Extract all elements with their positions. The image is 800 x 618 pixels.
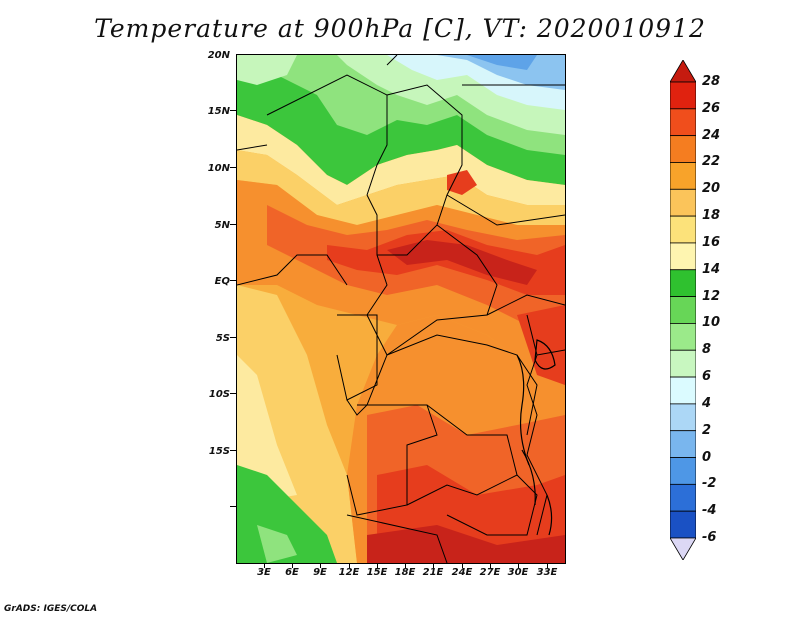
lat-label-5s: 5S xyxy=(215,333,230,344)
colorbar-label: 10 xyxy=(702,315,721,331)
lat-tick xyxy=(230,110,236,111)
temp-zone-dark-red-south xyxy=(367,525,565,563)
lon-tick xyxy=(349,563,350,568)
colorbar-label: 8 xyxy=(702,342,712,358)
colorbar-label: -4 xyxy=(702,503,717,519)
colorbar-segment xyxy=(670,457,696,485)
colorbar-label: 0 xyxy=(702,449,712,465)
lon-label-27e: 27E xyxy=(479,567,501,578)
lon-tick xyxy=(264,563,265,568)
lon-tick xyxy=(320,563,321,568)
colorbar-top-arrow xyxy=(670,60,696,83)
lon-tick xyxy=(518,563,519,568)
temp-zone-dark-red xyxy=(387,240,537,285)
colorbar-segment xyxy=(670,430,696,458)
colorbar-bottom-arrow xyxy=(670,537,696,560)
colorbar-segment xyxy=(670,215,696,244)
colorbar-label: 6 xyxy=(702,369,712,385)
lat-label-15n: 15N xyxy=(207,106,230,117)
lat-label-15s: 15S xyxy=(208,446,230,457)
lon-label-3e: 3E xyxy=(257,567,271,578)
temp-zone-red-hotspot xyxy=(447,170,477,195)
colorbar-label: 22 xyxy=(702,154,721,170)
temperature-map xyxy=(237,55,565,563)
lon-label-6e: 6E xyxy=(285,567,299,578)
colorbar-segment xyxy=(670,323,696,351)
temp-zone-pale-yellow-north xyxy=(237,115,565,205)
colorbar-segment xyxy=(670,349,696,378)
lon-label-15e: 15E xyxy=(366,567,388,578)
lon-tick xyxy=(547,563,548,568)
colorbar-segment xyxy=(670,135,696,163)
lat-tick xyxy=(230,167,236,168)
lon-label-30e: 30E xyxy=(507,567,529,578)
colorbar-label: 28 xyxy=(702,74,721,89)
lat-label-10n: 10N xyxy=(207,163,230,174)
colorbar-segment xyxy=(670,162,696,190)
colorbar-label: 24 xyxy=(702,127,721,143)
colorbar-segment xyxy=(670,403,696,432)
temp-zone-yellow-north xyxy=(237,150,565,225)
lon-tick xyxy=(405,563,406,568)
colorbar-segment xyxy=(670,108,696,137)
temp-zone-light-green-sw xyxy=(257,525,297,563)
colorbar-segment xyxy=(670,188,696,217)
lon-tick xyxy=(490,563,491,568)
colorbar-segment xyxy=(670,296,696,324)
footer-credit: GrADS: IGES/COLA xyxy=(4,604,98,614)
temp-zone-blue xyxy=(467,55,537,70)
colorbar-segment xyxy=(670,483,696,512)
temp-zone-pale-green-nw xyxy=(237,55,297,85)
colorbar-label: 14 xyxy=(702,261,721,277)
colorbar-label: 16 xyxy=(702,234,721,250)
lat-label-eq: EQ xyxy=(214,276,230,287)
lat-tick xyxy=(230,337,236,338)
lat-label-5n: 5N xyxy=(214,220,230,231)
colorbar xyxy=(670,60,696,560)
lon-label-33e: 33E xyxy=(536,567,558,578)
colorbar-segment xyxy=(670,510,696,539)
map-panel[interactable] xyxy=(236,54,566,564)
colorbar-label: -2 xyxy=(702,476,717,492)
lon-label-12e: 12E xyxy=(338,567,360,578)
colorbar-segments xyxy=(670,60,696,560)
colorbar-label: 2 xyxy=(702,422,712,438)
temp-zone-light-blue xyxy=(437,55,565,90)
lat-label-10s: 10S xyxy=(208,389,230,400)
lat-tick xyxy=(230,506,236,507)
lon-tick xyxy=(433,563,434,568)
lon-label-24e: 24E xyxy=(451,567,473,578)
colorbar-segment xyxy=(670,81,696,110)
lat-tick xyxy=(230,280,236,281)
lon-tick xyxy=(462,563,463,568)
colorbar-segment xyxy=(670,376,696,405)
lon-label-9e: 9E xyxy=(313,567,327,578)
lat-tick xyxy=(230,450,236,451)
temp-zone-pale-yellow-west xyxy=(237,355,297,505)
lat-tick xyxy=(230,224,236,225)
colorbar-label: 26 xyxy=(702,100,721,116)
colorbar-label: 18 xyxy=(702,208,721,224)
colorbar-segment xyxy=(670,242,696,271)
lon-label-18e: 18E xyxy=(394,567,416,578)
country-borders xyxy=(237,55,565,563)
colorbar-label: 4 xyxy=(702,395,712,411)
colorbar-label: 20 xyxy=(702,181,721,197)
colorbar-label: 12 xyxy=(702,288,721,304)
lon-label-21e: 21E xyxy=(422,567,444,578)
lon-tick xyxy=(377,563,378,568)
colorbar-label: -6 xyxy=(702,530,717,545)
chart-title: Temperature at 900hPa [C], VT: 202001091… xyxy=(94,14,706,43)
lat-label-20n: 20N xyxy=(207,50,230,61)
lon-tick xyxy=(292,563,293,568)
lat-tick xyxy=(230,393,236,394)
lake-outlines xyxy=(516,339,556,536)
colorbar-segment xyxy=(670,269,696,297)
